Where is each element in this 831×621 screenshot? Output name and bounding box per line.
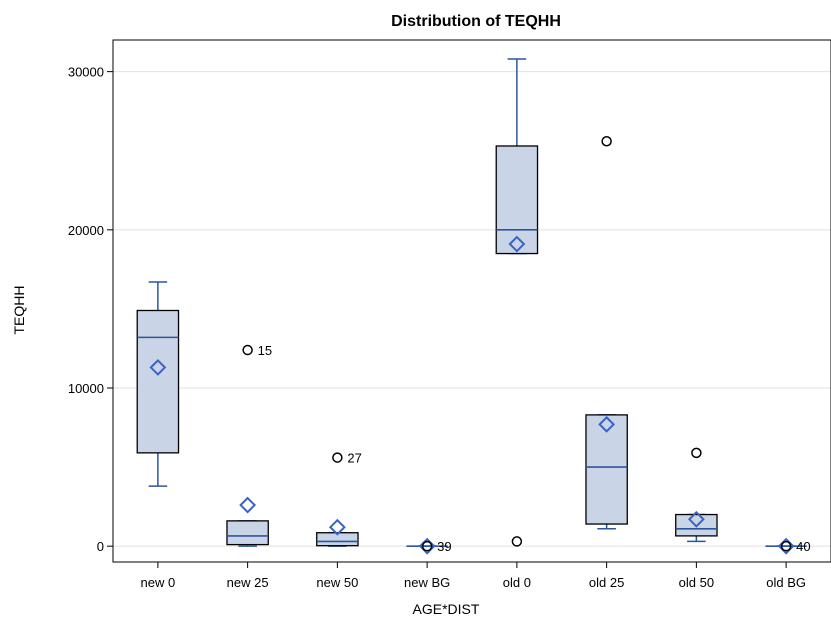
box-group <box>136 281 180 487</box>
outlier-point <box>242 344 253 356</box>
outlier-point <box>691 447 702 459</box>
mean-marker <box>508 235 526 253</box>
x-tick-label: old 0 <box>503 575 531 590</box>
mean-marker <box>598 415 616 433</box>
x-tick-label: new 25 <box>227 575 269 590</box>
x-tick-label: new BG <box>404 575 450 590</box>
x-tick-label: old 50 <box>679 575 714 590</box>
y-tick-label: 20000 <box>68 223 104 238</box>
outlier-label: 40 <box>796 539 810 554</box>
box-iqr <box>495 145 539 255</box>
x-tick-label: new 50 <box>316 575 358 590</box>
gridlines <box>113 71 831 547</box>
x-axis-label: AGE*DIST <box>413 601 480 617</box>
outlier-label: 27 <box>347 451 361 466</box>
y-axis-label: TEQHH <box>11 286 27 335</box>
axes: 0 10000 20000 30000 new 0 new 25 new 50 new BG o… <box>68 65 806 590</box>
x-tick-label: old BG <box>766 575 806 590</box>
outlier-point <box>332 452 343 463</box>
box-group: 39 <box>406 537 452 555</box>
outlier-point <box>421 540 433 552</box>
x-tick-label: old 25 <box>589 575 624 590</box>
outlier-point <box>601 135 612 147</box>
box-group <box>675 447 718 543</box>
box-group <box>495 58 539 547</box>
chart-title: Distribution of TEQHH <box>391 13 561 30</box>
outlier-label: 15 <box>258 343 272 358</box>
box-group: 40 <box>765 537 811 555</box>
outlier-point <box>511 536 523 547</box>
box-iqr <box>136 309 180 454</box>
mean-marker <box>239 496 257 514</box>
box-group: 27 <box>316 451 362 547</box>
y-tick-label: 10000 <box>68 381 104 396</box>
box-iqr <box>316 532 359 547</box>
box-group <box>585 135 628 530</box>
mean-marker <box>328 518 346 536</box>
outlier-label: 39 <box>437 539 451 554</box>
boxes: 15 27 39 40 <box>136 58 811 555</box>
x-tick-label: new 0 <box>141 575 176 590</box>
mean-marker <box>149 359 167 376</box>
box-iqr <box>226 520 269 546</box>
plot-frame <box>112 39 831 563</box>
outlier-point <box>780 540 792 552</box>
box-group: 15 <box>226 343 272 547</box>
y-tick-label: 0 <box>97 539 104 554</box>
mean-marker <box>687 510 705 528</box>
y-tick-label: 30000 <box>68 65 104 80</box>
box-iqr <box>585 414 628 525</box>
